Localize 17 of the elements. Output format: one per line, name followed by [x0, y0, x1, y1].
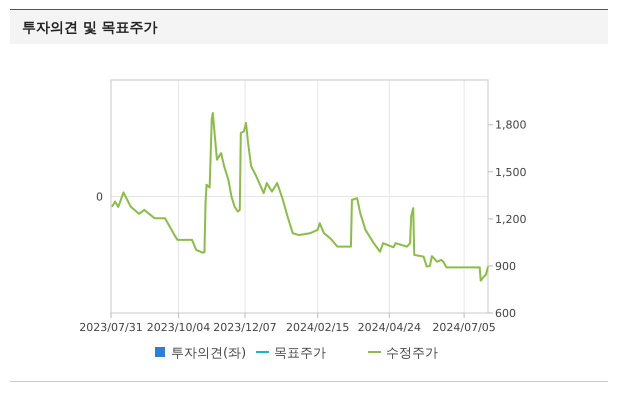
legend-label: 수정주가: [386, 346, 438, 361]
legend-label: 투자의견(좌): [171, 346, 246, 361]
legend-label: 목표주가: [274, 346, 326, 361]
x-tick-label: 2023/07/31: [79, 321, 143, 334]
y2-tick-label: 1,800: [495, 118, 526, 132]
y2-tick-label: 900: [495, 260, 516, 273]
text: 0: [96, 190, 103, 204]
line-series: [111, 112, 489, 282]
y2-tick-label: 1,200: [495, 212, 526, 226]
chart-title: 투자의견 및 목표주가: [22, 20, 158, 36]
x-tick-label: 2023/10/04: [146, 321, 210, 334]
x-tick-label: 2023/12/07: [213, 321, 277, 334]
x-tick-label: 2024/02/15: [286, 321, 350, 334]
x-tick-label: 2024/07/05: [432, 321, 496, 334]
x-tick-label: 2024/04/24: [358, 321, 422, 334]
y2-tick-label: 600: [495, 307, 516, 320]
y2-tick-label: 1,500: [495, 166, 526, 179]
